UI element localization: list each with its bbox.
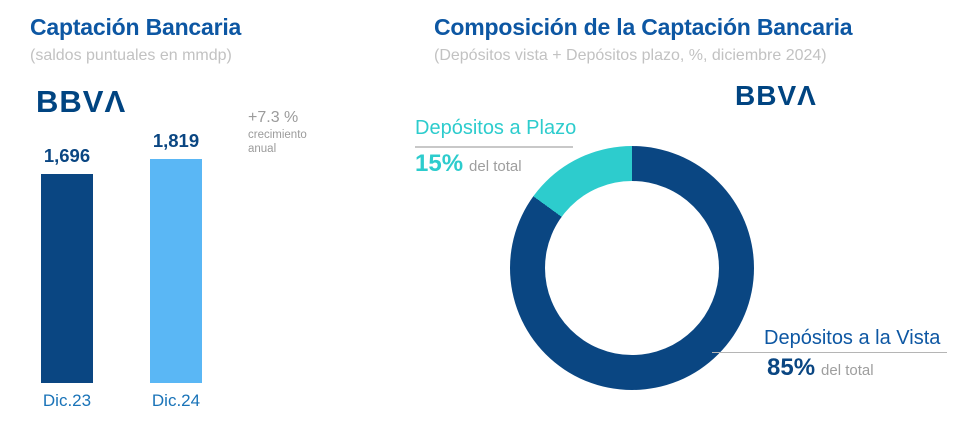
bar-group-dic24: 1,819 [150,130,202,383]
vista-percentage-note: del total [821,362,874,379]
vista-percentage: 85% [767,354,816,381]
bar-value-label: 1,696 [43,145,91,166]
donut-hole [545,181,719,355]
bar-dic24 [150,159,202,383]
left-chart-subtitle: (saldos puntuales en mmdp) [30,47,232,64]
plazo-percentage: 15% [415,150,464,177]
bar-group-dic23: 1,696 [41,145,93,383]
growth-annotation: +7.3 % crecimiento anual [248,108,307,157]
bar-dic23 [41,174,93,383]
plazo-percentage-note: del total [469,158,522,175]
donut-ring [510,146,754,390]
x-axis-label-dic24: Dic.24 [151,391,201,410]
callout-vista-value: 85% del total [767,354,874,382]
bbva-logo: BBVΛ [36,84,127,119]
callout-plazo-leader-line [415,146,573,148]
right-chart-title: Composición de la Captación Bancaria [434,14,853,40]
x-axis-label-dic23: Dic.23 [42,391,92,410]
callout-vista-leader-line [712,352,947,353]
callout-plazo-value: 15% del total [415,150,522,178]
growth-caption-line2: anual [248,143,277,156]
bar-value-label: 1,819 [152,130,200,151]
right-chart-subtitle: (Depósitos vista + Depósitos plazo, %, d… [434,47,827,64]
callout-plazo-label: Depósitos a Plazo [415,117,577,139]
growth-caption-line1: crecimiento [248,129,307,141]
growth-value: +7.3 % [248,109,299,126]
bbva-logo: BBVΛ [735,80,817,111]
callout-vista-label: Depósitos a la Vista [764,327,941,349]
left-chart-title: Captación Bancaria [30,14,242,40]
